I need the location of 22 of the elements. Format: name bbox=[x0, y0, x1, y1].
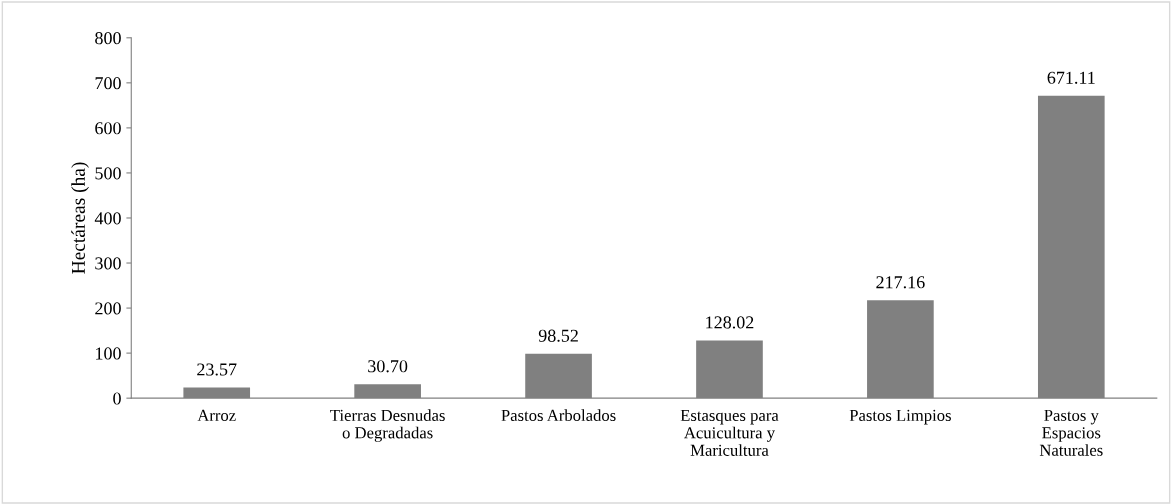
data-label: 23.57 bbox=[197, 363, 237, 376]
data-label: 98.52 bbox=[538, 329, 578, 342]
x-tick-label: Pastos Arbolados bbox=[501, 409, 616, 421]
data-label: 671.11 bbox=[1047, 71, 1095, 84]
y-tick-label: 500 bbox=[95, 167, 121, 180]
x-tick-label: Arroz bbox=[197, 409, 236, 421]
x-tick-label: Pastos Limpios bbox=[849, 409, 951, 425]
data-label: 128.02 bbox=[706, 316, 754, 329]
x-tick-label: Tierras Desnudas o Degradadas bbox=[330, 409, 445, 442]
y-tick-label: 100 bbox=[96, 347, 121, 360]
y-tick-label: 400 bbox=[94, 212, 121, 225]
y-tick-label: 300 bbox=[95, 257, 121, 270]
y-axis-title: Hectáreas (ha) bbox=[71, 162, 89, 274]
data-label: 217.16 bbox=[876, 276, 925, 289]
y-tick-label: 800 bbox=[95, 32, 121, 45]
y-tick-label: 600 bbox=[95, 122, 121, 135]
data-label: 30.70 bbox=[368, 360, 408, 373]
x-tick-label: Pastos y Espacios Naturales bbox=[1039, 409, 1103, 456]
x-tick-label: Estasques para Acuicultura y Maricultura bbox=[680, 409, 779, 456]
y-tick-label: 200 bbox=[95, 302, 121, 315]
y-tick-label: 700 bbox=[95, 77, 121, 90]
y-tick-label: 0 bbox=[113, 392, 121, 405]
